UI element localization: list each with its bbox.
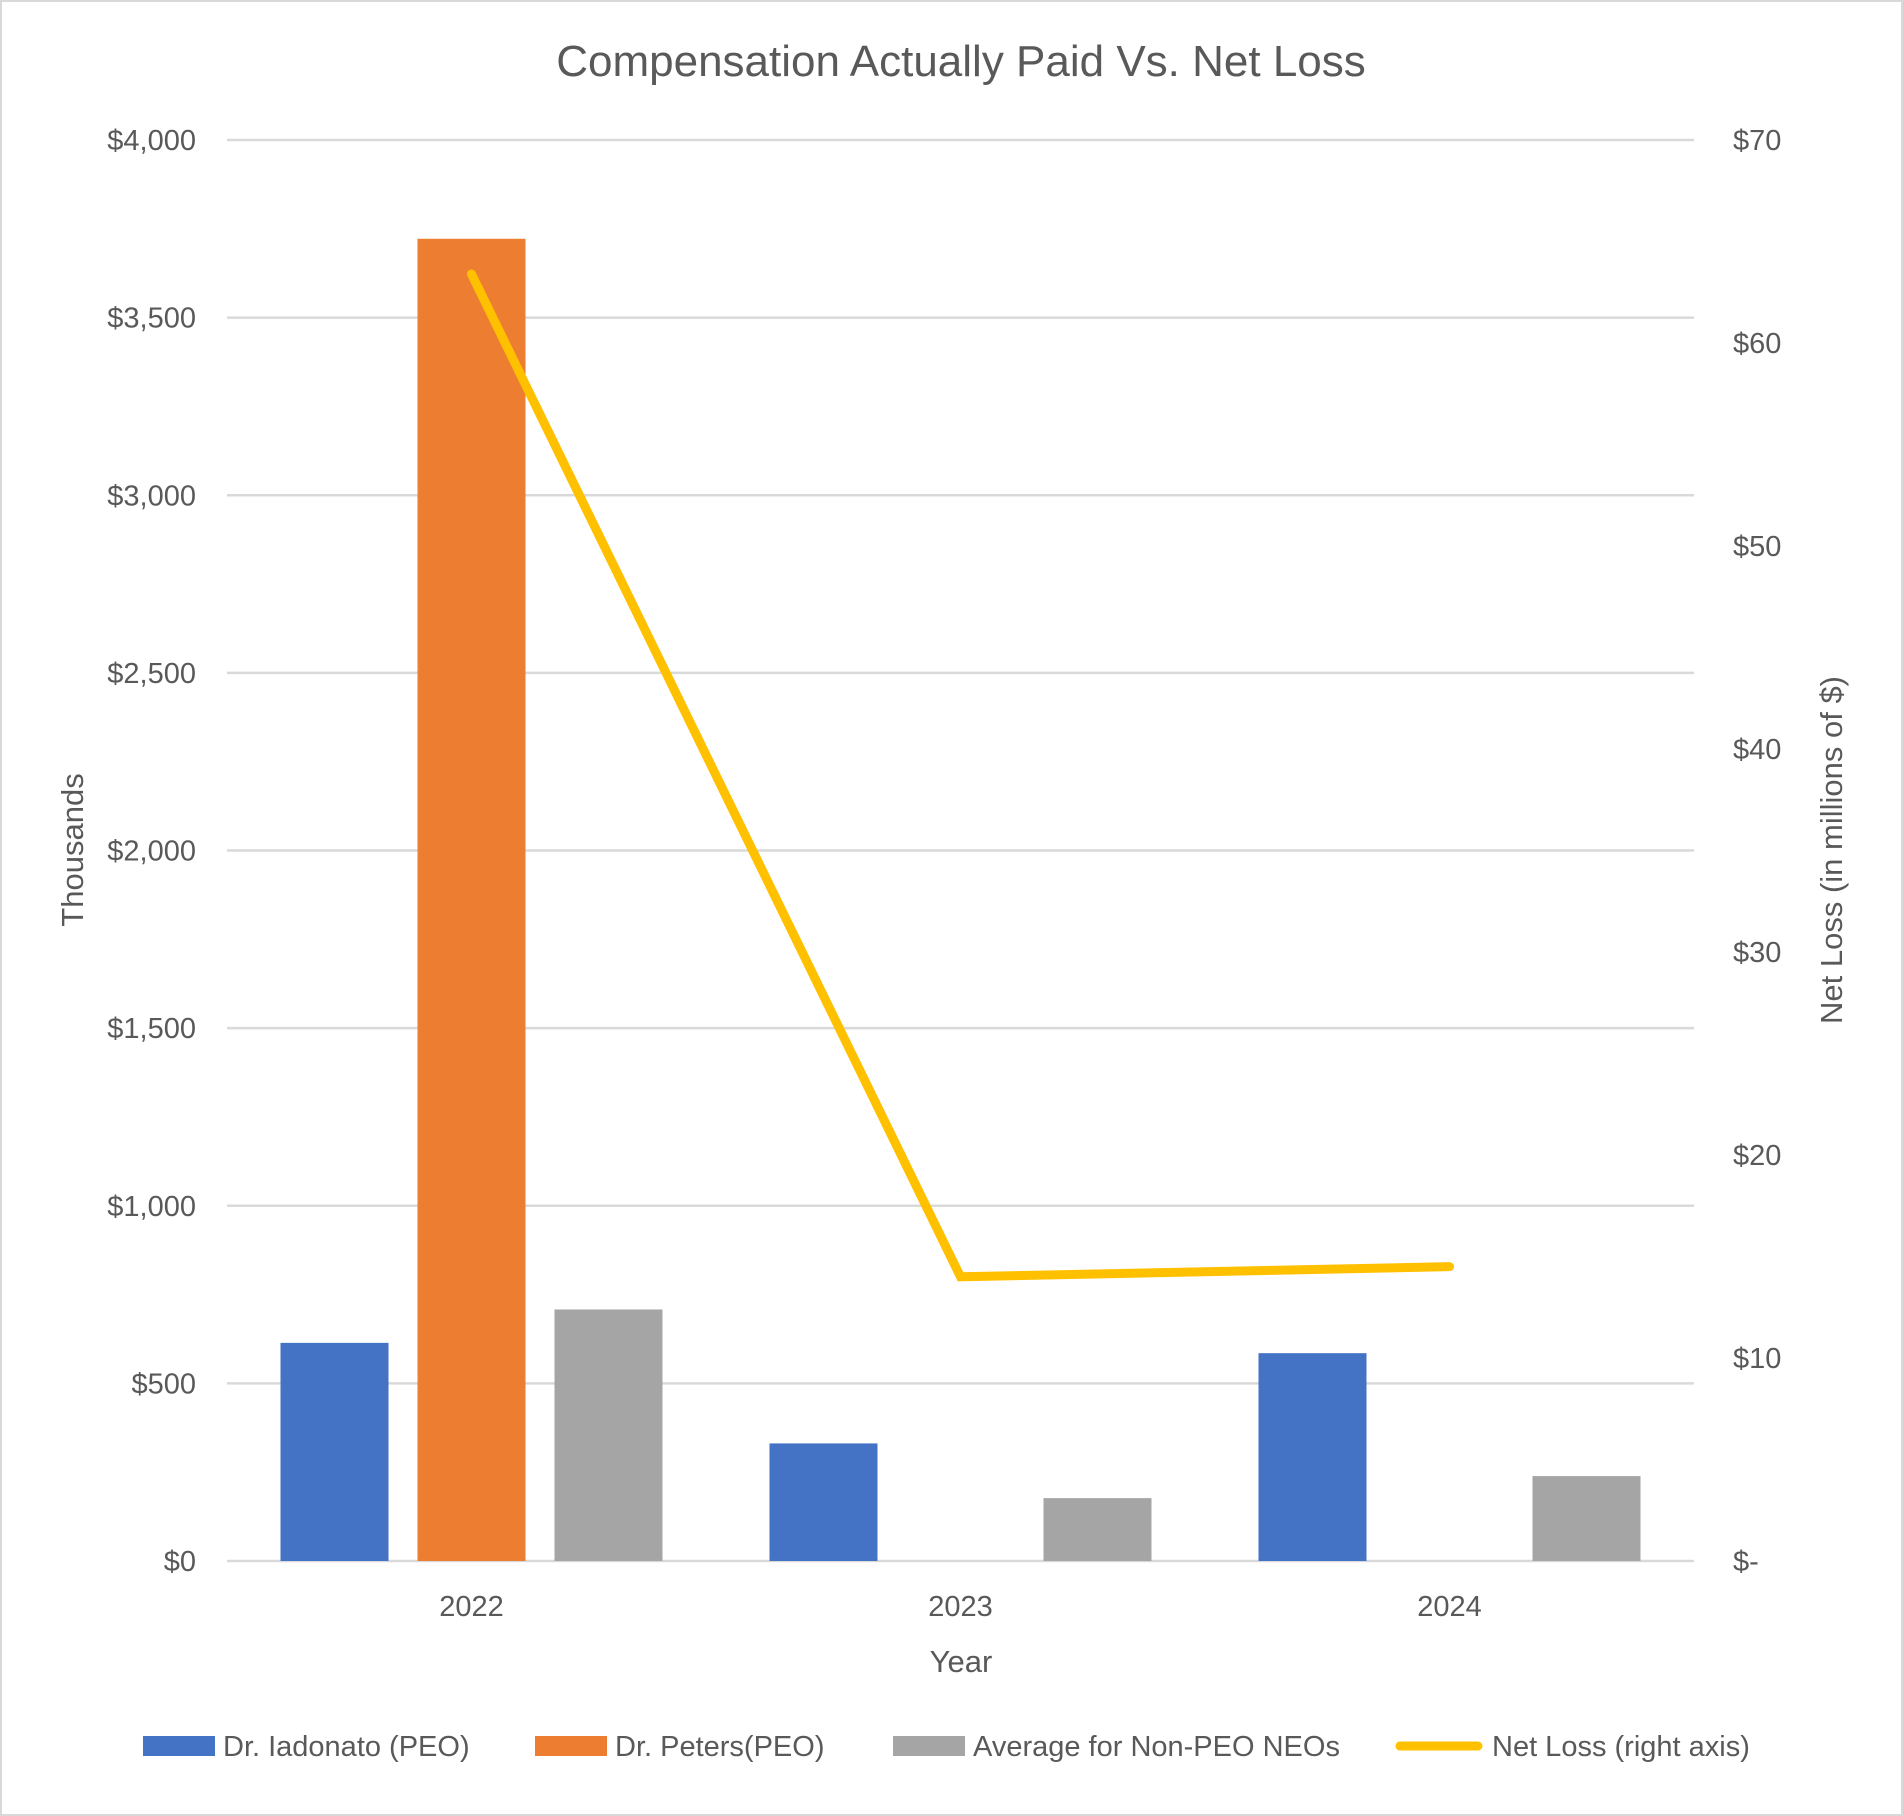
y-tick-label: $1,500 — [107, 1013, 196, 1045]
y-tick-label: $2,500 — [107, 658, 196, 690]
net-loss-line — [467, 269, 1454, 1282]
y2-tick-label: $60 — [1733, 328, 1781, 360]
legend-label: Net Loss (right axis) — [1492, 1731, 1750, 1763]
y2-tick-label: $30 — [1733, 937, 1781, 969]
y2-axis-ticks: $- $10 $20 $30 $40 $50 $60 $70 — [1733, 125, 1781, 1578]
y2-tick-label: $50 — [1733, 531, 1781, 563]
bar-dr-iadonato-peo-2024 — [1258, 1353, 1367, 1561]
y-tick-label: $2,000 — [107, 836, 196, 868]
legend-label: Dr. Iadonato (PEO) — [223, 1731, 470, 1763]
x-tick-label: 2023 — [928, 1591, 993, 1623]
bar-dr-iadonato-peo-2022 — [280, 1342, 389, 1561]
legend-item: Dr. Iadonato (PEO) — [143, 1731, 470, 1763]
y2-tick-label: $10 — [1733, 1343, 1781, 1375]
y-tick-label: $3,000 — [107, 480, 196, 512]
y2-tick-label: $40 — [1733, 734, 1781, 766]
y2-tick-label: $70 — [1733, 125, 1781, 157]
x-axis-ticks: 2022 2023 2024 — [439, 1591, 1482, 1623]
legend-swatch — [893, 1736, 965, 1756]
chart-title: Compensation Actually Paid Vs. Net Loss — [556, 37, 1366, 86]
y-tick-label: $0 — [164, 1546, 196, 1578]
y-tick-label: $3,500 — [107, 303, 196, 335]
net-loss-line-group — [467, 269, 1454, 1282]
y-tick-label: $4,000 — [107, 125, 196, 157]
bar-dr-peters-peo-2022 — [417, 238, 526, 1561]
legend-item: Average for Non-PEO NEOs — [893, 1731, 1340, 1763]
legend-item: Net Loss (right axis) — [1395, 1731, 1750, 1763]
x-tick-label: 2024 — [1417, 1591, 1482, 1623]
y-tick-label: $500 — [131, 1368, 196, 1400]
y-axis-ticks: $0 $500 $1,000 $1,500 $2,000 $2,500 $3,000 $3,5… — [107, 125, 196, 1578]
bar-average-for-non-peo-neos-2024 — [1532, 1476, 1641, 1561]
y-axis-title: Thousands — [55, 773, 90, 926]
legend-label: Dr. Peters(PEO) — [615, 1731, 825, 1763]
legend-swatch — [143, 1736, 215, 1756]
bar-dr-iadonato-peo-2023 — [769, 1443, 878, 1561]
legend-item: Dr. Peters(PEO) — [535, 1731, 825, 1763]
bars — [280, 238, 1641, 1561]
legend: Dr. Iadonato (PEO) Dr. Peters(PEO) Average… — [143, 1731, 1750, 1763]
bar-average-for-non-peo-neos-2022 — [554, 1309, 663, 1561]
x-tick-label: 2022 — [439, 1591, 504, 1623]
y-tick-label: $1,000 — [107, 1191, 196, 1223]
y2-axis-title: Net Loss (in millions of $) — [1814, 676, 1849, 1024]
y2-tick-label: $20 — [1733, 1140, 1781, 1172]
x-axis-title: Year — [930, 1644, 993, 1679]
legend-swatch — [535, 1736, 607, 1756]
bar-average-for-non-peo-neos-2023 — [1043, 1498, 1152, 1561]
legend-label: Average for Non-PEO NEOs — [973, 1731, 1340, 1763]
y2-tick-label: $- — [1733, 1546, 1759, 1578]
